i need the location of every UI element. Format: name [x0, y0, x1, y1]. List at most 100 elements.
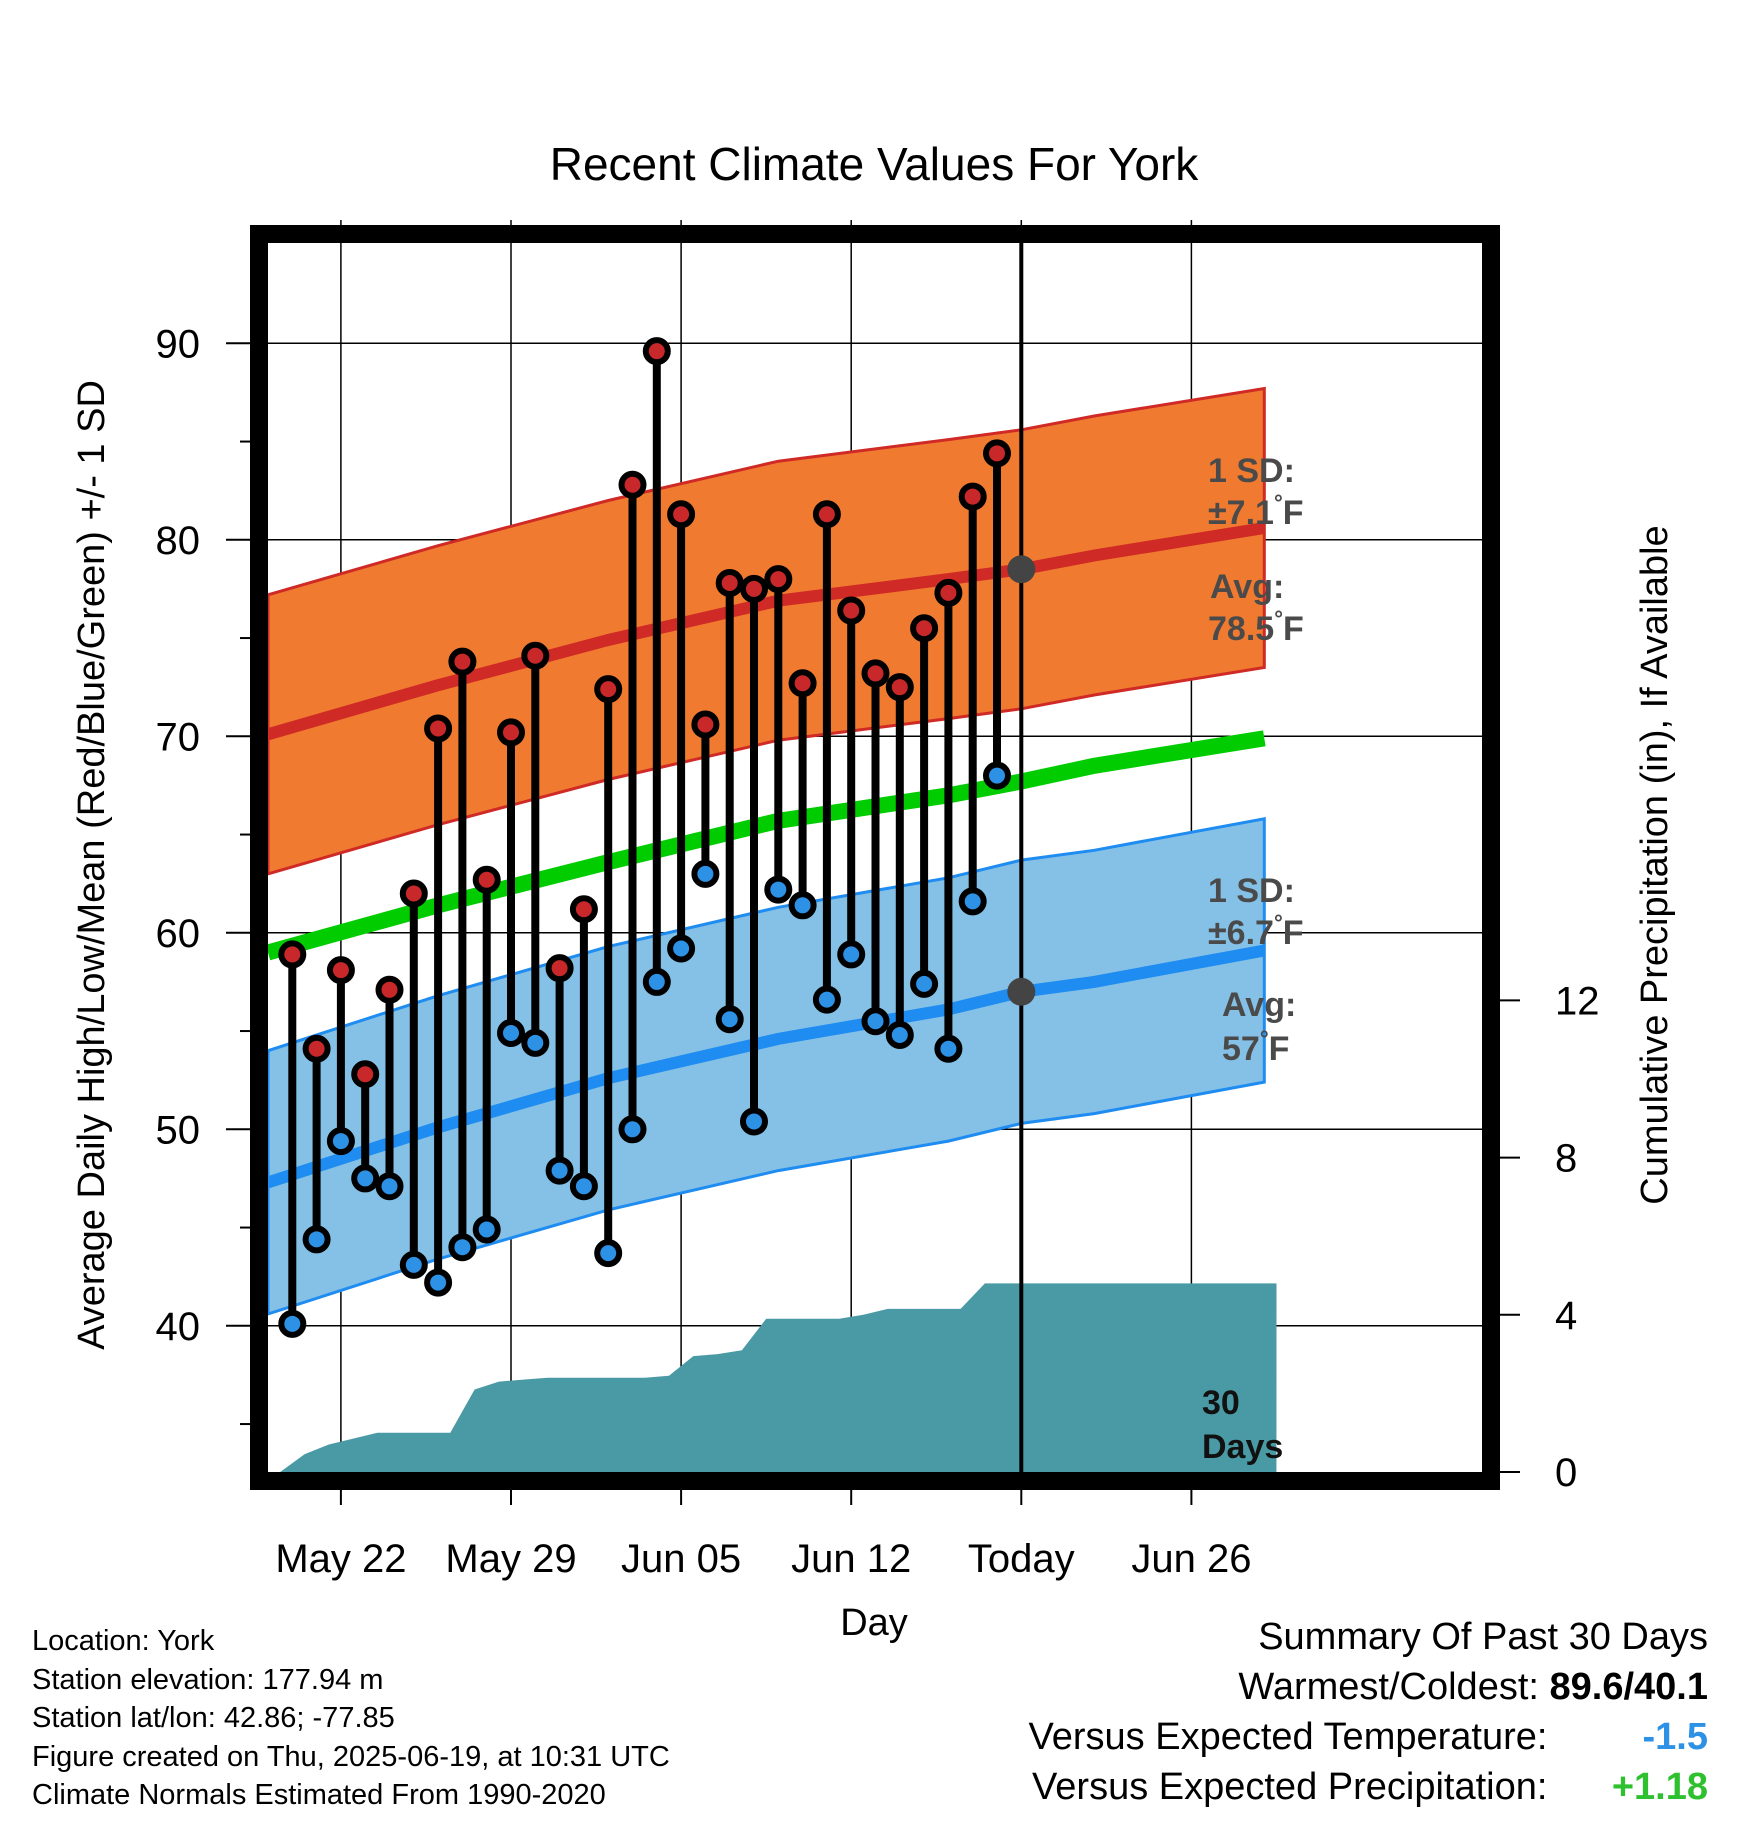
high-point: [910, 614, 939, 643]
high-avg-value: 78.5°F: [1208, 606, 1304, 648]
y-tick-label-left: 70: [156, 715, 201, 759]
precip-area: [280, 1283, 1277, 1472]
low-point: [278, 1309, 307, 1338]
high-point: [958, 482, 987, 511]
y-tick-label-right: 0: [1555, 1451, 1577, 1495]
summary-precip: Versus Expected Precipitation: +1.18: [1029, 1762, 1708, 1812]
created-text: Figure created on Thu, 2025-06-19, at 10…: [32, 1740, 670, 1773]
temp-value: -1.5: [1642, 1716, 1708, 1758]
high-point: [788, 669, 817, 698]
high-point: [885, 673, 914, 702]
precip-label: Versus Expected Precipitation:: [1032, 1766, 1548, 1808]
high-sd-label: 1 SD:: [1208, 452, 1295, 490]
low-point: [618, 1115, 647, 1144]
low-point: [691, 859, 720, 888]
x-tick-label: Today: [968, 1537, 1075, 1581]
low-sd-band: [266, 816, 1266, 1317]
high-point: [861, 659, 890, 688]
low-point: [472, 1215, 501, 1244]
high-sd-band: [266, 386, 1266, 876]
elevation-text: Station elevation: 177.94 m: [32, 1663, 384, 1696]
high-point: [594, 675, 623, 704]
high-point: [521, 641, 550, 670]
high-point: [497, 718, 525, 747]
high-sd-value: ±7.1°F: [1208, 490, 1304, 532]
low-point: [497, 1019, 525, 1048]
plot-frame: [250, 225, 1500, 1490]
high-point: [545, 954, 574, 983]
high-point: [375, 975, 404, 1004]
high-point: [812, 500, 841, 529]
high-point: [302, 1034, 331, 1063]
high-point: [278, 940, 307, 969]
window-label-line2: Days: [1202, 1428, 1283, 1466]
low-point: [326, 1127, 355, 1156]
low-point: [788, 891, 817, 920]
high-point: [569, 895, 598, 924]
high-point: [764, 565, 793, 594]
high-avg-label: Avg:: [1210, 568, 1284, 606]
high-point: [837, 596, 866, 625]
high-point: [983, 439, 1011, 468]
x-tick-label: Jun 12: [791, 1537, 911, 1581]
low-point: [594, 1239, 623, 1268]
x-tick-label: Jun 26: [1131, 1537, 1251, 1581]
high-point: [399, 879, 428, 908]
x-tick-label: May 22: [275, 1537, 406, 1581]
low-point: [910, 969, 939, 998]
high-point: [691, 710, 720, 739]
x-axis-label: Day: [840, 1602, 908, 1644]
low-point: [715, 1005, 744, 1034]
y-tick-label-right: 12: [1555, 979, 1600, 1023]
high-point: [667, 500, 696, 529]
low-point: [448, 1233, 477, 1262]
low-point: [351, 1164, 380, 1193]
temp-label: Versus Expected Temperature:: [1028, 1716, 1548, 1758]
low-point: [569, 1172, 598, 1201]
high-point: [424, 714, 453, 743]
low-point: [934, 1034, 963, 1063]
summary-title: Summary Of Past 30 Days: [1258, 1616, 1708, 1658]
summary-warm-cold: Warmest/Coldest: 89.6/40.1: [1029, 1662, 1708, 1712]
high-point: [472, 865, 501, 894]
high-point: [715, 569, 744, 598]
high-point: [934, 578, 963, 607]
y-tick-label-left: 80: [156, 519, 201, 563]
chart-title: Recent Climate Values For York: [550, 138, 1200, 190]
warm-cold-value: 89.6/40.1: [1549, 1666, 1708, 1708]
high-avg-marker: [1007, 555, 1036, 584]
station-info: Location: York Station elevation: 177.94…: [32, 1622, 670, 1815]
low-avg-label: Avg:: [1222, 986, 1296, 1024]
low-point: [812, 985, 841, 1014]
high-point: [351, 1060, 380, 1089]
y-axis-label-left: Average Daily High/Low/Mean (Red/Blue/Gr…: [71, 380, 113, 1350]
low-point: [885, 1020, 914, 1049]
low-avg-marker: [1007, 977, 1036, 1006]
window-label-line1: 30: [1202, 1384, 1240, 1422]
low-point: [861, 1007, 890, 1036]
precip-value: +1.18: [1611, 1766, 1708, 1808]
x-tick-label: May 29: [445, 1537, 576, 1581]
low-point: [837, 940, 866, 969]
high-point: [448, 647, 477, 676]
y-axis-label-right: Cumulative Precipitation (in), If Availa…: [1634, 525, 1676, 1204]
y-tick-label-right: 8: [1555, 1137, 1577, 1181]
summary-temp: Versus Expected Temperature: -1.5: [1029, 1712, 1708, 1762]
normals-text: Climate Normals Estimated From 1990-2020: [32, 1779, 606, 1811]
low-avg-value: 57°F: [1222, 1026, 1289, 1068]
low-point: [521, 1028, 550, 1057]
high-point: [326, 956, 355, 985]
low-point: [764, 875, 793, 904]
low-point: [667, 934, 696, 963]
summary-panel: Summary Of Past 30 Days Warmest/Coldest:…: [1029, 1612, 1708, 1812]
high-point: [740, 574, 768, 603]
low-point: [424, 1268, 453, 1297]
y-tick-label-left: 90: [156, 322, 201, 366]
high-point: [642, 337, 671, 366]
high-normal-line: [266, 522, 1266, 741]
location-text: Location: York: [32, 1625, 215, 1657]
low-point: [302, 1225, 331, 1254]
low-point: [642, 967, 671, 996]
